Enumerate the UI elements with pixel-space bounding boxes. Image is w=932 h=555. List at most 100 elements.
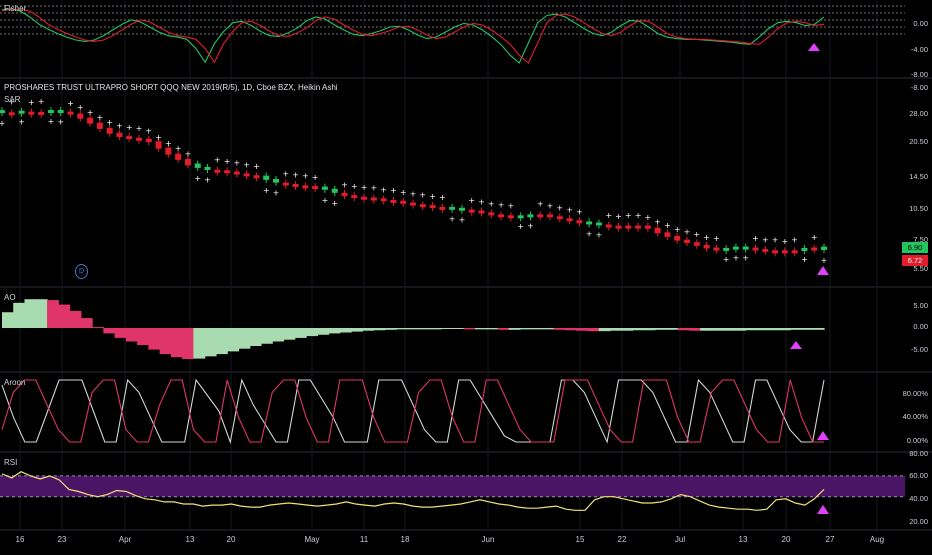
sar-dot-21: +: [204, 176, 211, 185]
sar-dot-6: +: [57, 118, 64, 127]
sar-dot-3: +: [28, 98, 35, 107]
ao-bar-11: [125, 328, 138, 342]
ao-signal-marker: [790, 341, 802, 349]
candle-25: [243, 173, 250, 177]
aroon-tick-2: 0.00%: [906, 436, 928, 445]
sar-dot-46: +: [449, 215, 456, 224]
candle-13: [126, 136, 133, 140]
candle-73: [713, 247, 720, 251]
rsi-tick-3: 20.00: [909, 517, 928, 526]
ao-bar-34: [384, 328, 397, 330]
ao-bar-8: [92, 327, 104, 329]
sar-dot-80: +: [782, 237, 789, 246]
candle-68: [664, 232, 671, 237]
ao-bar-36: [407, 328, 420, 330]
rsi-pane-label: RSI: [4, 458, 18, 467]
x-tick-11: Jul: [674, 535, 686, 544]
ao-bar-31: [351, 328, 363, 332]
sar-dot-19: +: [185, 150, 192, 159]
candle-69: [674, 235, 681, 241]
candle-60: [586, 221, 593, 225]
chart-title: PROSHARES TRUST ULTRAPRO SHORT QQQ NEW 2…: [4, 83, 338, 92]
candle-76: [742, 246, 749, 250]
candle-19: [184, 158, 191, 166]
ao-bar-46: [519, 328, 532, 330]
candle-79: [772, 250, 779, 254]
ao-bar-55: [621, 328, 634, 331]
sar-dot-25: +: [243, 161, 250, 170]
candle-17: [165, 147, 172, 155]
sar-dot-24: +: [234, 159, 241, 168]
sar-dot-0: +: [0, 119, 5, 128]
ao-bar-2: [24, 299, 37, 328]
ao-bar-33: [373, 328, 386, 331]
ao-bar-68: [767, 328, 780, 331]
candle-41: [400, 200, 407, 204]
candle-67: [654, 227, 661, 234]
sar-dot-70: +: [684, 227, 691, 236]
ao-bar-37: [418, 328, 431, 330]
sar-dot-62: +: [605, 211, 612, 220]
candle-47: [458, 207, 465, 211]
ao-bar-32: [362, 328, 375, 331]
sar-dot-61: +: [596, 230, 603, 239]
ao-bar-45: [508, 328, 521, 330]
ao-bar-28: [317, 328, 330, 335]
fisher-line-0: [1, 8, 825, 64]
last-price-tag-bear: 6.72: [902, 255, 928, 266]
ao-bar-35: [396, 328, 408, 330]
ao-bar-61: [688, 328, 701, 331]
ao-bar-14: [159, 328, 172, 355]
sar-dot-57: +: [556, 204, 563, 213]
sar-dot-63: +: [615, 212, 622, 221]
candle-78: [762, 248, 769, 252]
sar-dot-28: +: [273, 189, 280, 198]
price-tick-6: 5.50: [913, 264, 928, 273]
ao-bar-42: [474, 328, 487, 330]
candle-46: [449, 206, 456, 210]
candle-33: [321, 186, 328, 190]
candle-32: [312, 186, 319, 190]
ao-bar-59: [666, 328, 679, 330]
ao-bar-9: [103, 328, 116, 334]
candle-18: [175, 153, 182, 160]
sar-pane-label: SAR: [4, 95, 21, 104]
ao-bar-21: [238, 328, 251, 349]
x-tick-3: 13: [185, 535, 195, 544]
candle-74: [723, 247, 730, 251]
sar-dot-53: +: [517, 222, 524, 231]
candle-54: [527, 214, 534, 218]
sar-dot-4: +: [38, 97, 45, 106]
candle-66: [644, 225, 651, 229]
candle-62: [605, 224, 612, 228]
sar-dot-22: +: [214, 156, 221, 165]
fisher-tick-1: -4.00: [910, 45, 928, 54]
sar-dot-16: +: [155, 133, 162, 142]
ao-bar-19: [215, 328, 228, 355]
dividend-event-marker[interactable]: D: [75, 264, 88, 279]
last-price-tag-bull: 6.90: [902, 242, 928, 253]
sar-dot-15: +: [145, 127, 152, 136]
sar-dot-59: +: [576, 208, 583, 217]
sar-dot-54: +: [527, 221, 534, 230]
sar-dot-32: +: [312, 173, 319, 182]
sar-dot-58: +: [566, 206, 573, 215]
ao-bar-38: [429, 328, 442, 330]
ao-bar-10: [114, 328, 127, 338]
candle-56: [547, 214, 553, 218]
sar-dot-56: +: [547, 202, 554, 211]
candle-83: [811, 247, 818, 251]
candle-57: [556, 216, 563, 220]
candle-72: [703, 244, 710, 249]
sar-dot-44: +: [429, 192, 436, 201]
ao-bar-57: [643, 328, 656, 331]
x-tick-15: Aug: [869, 535, 885, 544]
sar-dot-39: +: [380, 185, 387, 194]
price-tick-5: 7.50: [913, 235, 928, 244]
ao-bar-24: [272, 328, 285, 342]
ao-bar-26: [294, 328, 307, 338]
ao-bar-53: [598, 328, 611, 332]
ao-bar-69: [778, 328, 791, 331]
price-signal-marker: [817, 266, 829, 275]
